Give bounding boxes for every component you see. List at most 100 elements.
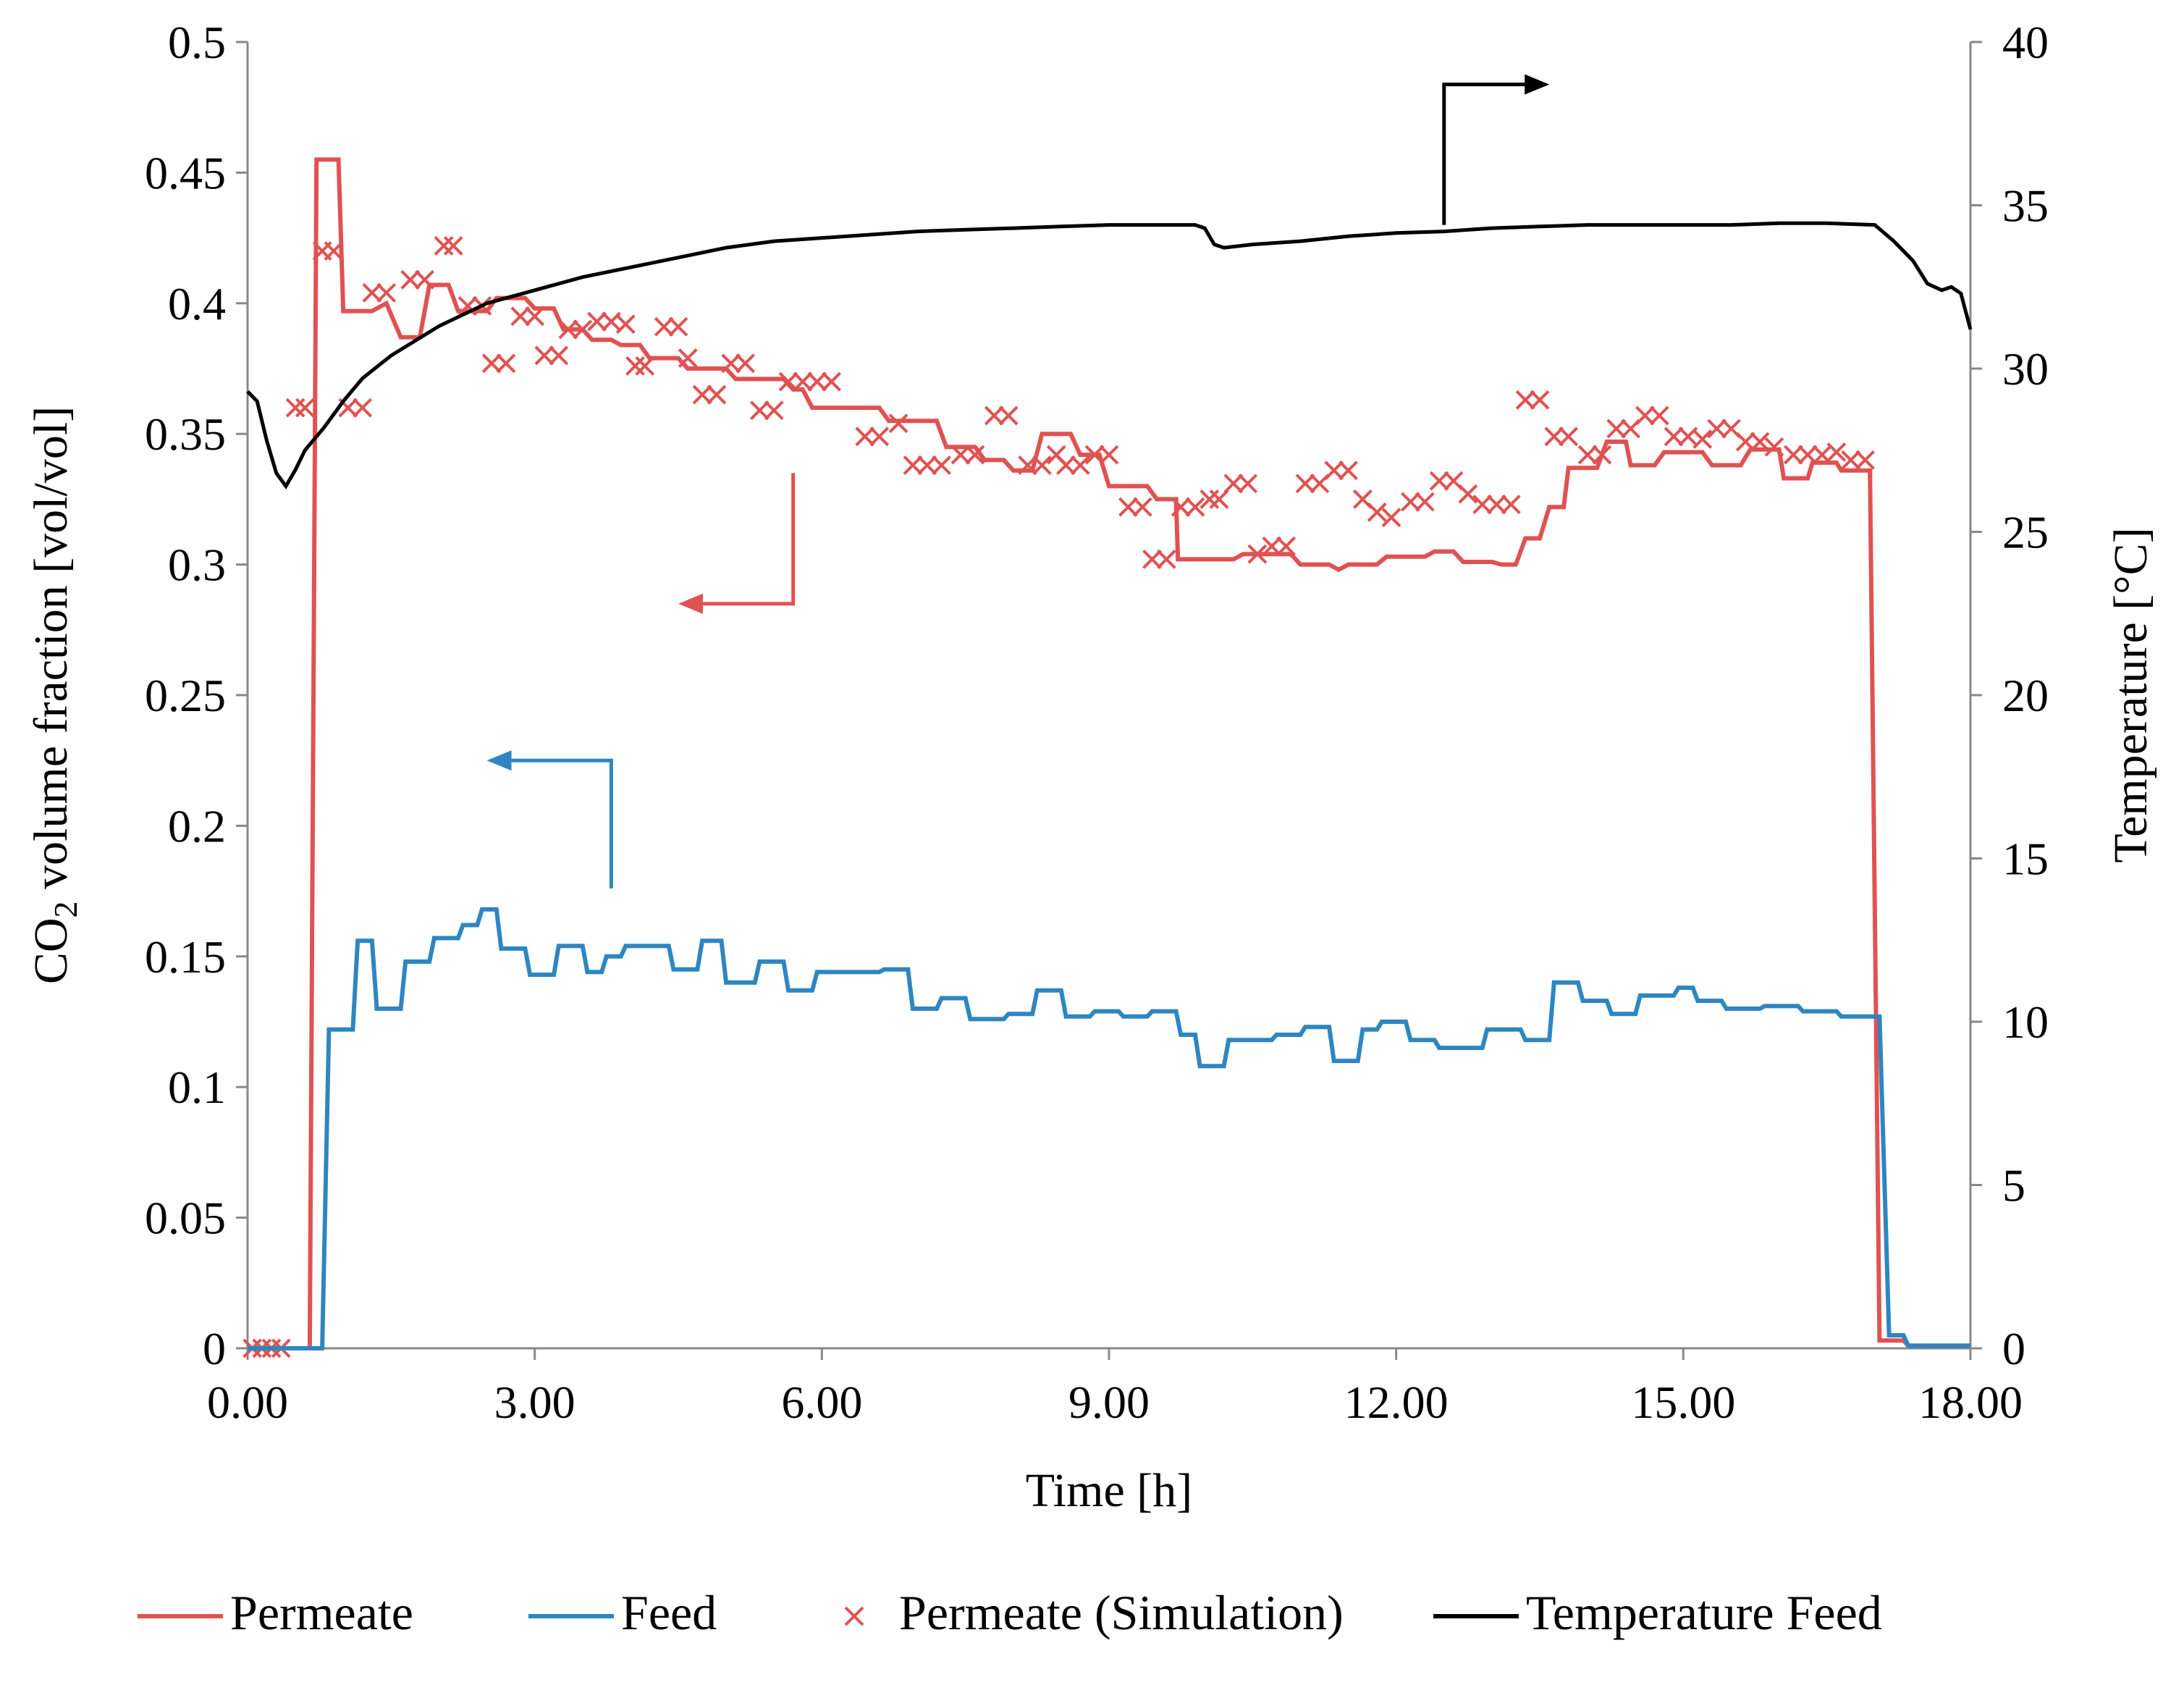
permeate-simulation-point <box>400 269 421 290</box>
right-tick-label: 20 <box>2002 670 2049 721</box>
left-axis-ticks: 0 0.05 0.1 0.15 0.2 0.25 0.3 0.35 0.4 0.45 0.5 <box>145 17 248 1374</box>
legend-label: Permeate <box>230 1585 413 1640</box>
series-temperature-feed-line <box>246 221 1973 489</box>
left-tick-label: 0.15 <box>145 931 226 983</box>
x-tick-label: 18.00 <box>1918 1377 2023 1428</box>
permeate-simulation-point <box>692 385 712 405</box>
x-axis-title: Time [h] <box>1026 1464 1192 1517</box>
permeate-simulation-point <box>353 398 373 418</box>
permeate-simulation-point <box>735 353 755 374</box>
permeate-simulation-point <box>587 311 607 332</box>
permeate-simulation-point <box>1238 474 1258 494</box>
permeate-simulation-point <box>668 316 688 337</box>
direction-arrows <box>486 74 1550 888</box>
right-tick-label: 15 <box>2002 833 2049 885</box>
permeate-simulation-point <box>510 306 531 327</box>
permeate-simulation-point <box>1118 497 1138 517</box>
left-tick-label: 0.45 <box>145 147 226 198</box>
left-tick-label: 0.25 <box>145 670 226 721</box>
right-axis-title: Temperature [°C] <box>2104 527 2157 862</box>
permeate-simulation-point <box>1401 492 1420 512</box>
left-tick-label: 0.2 <box>168 800 226 852</box>
permeate-simulation-point <box>534 345 555 366</box>
permeate-simulation-point <box>1530 390 1550 410</box>
permeate-simulation-point <box>1070 455 1090 475</box>
permeate-simulation-point <box>376 282 397 303</box>
permeate-simulation-point <box>1501 495 1521 515</box>
permeate-simulation-point <box>807 371 827 392</box>
permeate-simulation-point <box>1707 419 1727 439</box>
left-tick-label: 0 <box>203 1323 226 1374</box>
right-tick-label: 5 <box>2002 1160 2025 1211</box>
permeate-simulation-point <box>481 353 502 374</box>
left-tick-label: 0.1 <box>168 1062 226 1113</box>
permeate-simulation-point <box>654 316 674 337</box>
right-tick-label: 10 <box>2002 996 2049 1048</box>
legend: Permeate Feed Permeate (Simulation) Tempera… <box>138 1585 1882 1640</box>
permeate-simulation-point <box>1056 455 1076 475</box>
permeate-simulation-point <box>749 400 770 421</box>
permeate-simulation-point <box>295 398 315 418</box>
permeate-simulation-point <box>1142 549 1162 569</box>
permeate-simulation-point <box>1132 497 1152 517</box>
right-tick-label: 30 <box>2002 343 2049 395</box>
permeate-simulation-point <box>1458 484 1478 504</box>
permeate-axis-arrow <box>678 473 796 614</box>
permeate-simulation-point <box>443 236 463 256</box>
permeate-simulation-point <box>1855 450 1875 470</box>
series-layer <box>243 157 1973 1358</box>
right-tick-label: 35 <box>2002 180 2049 232</box>
legend-item-permeate-simulation: Permeate (Simulation) <box>844 1585 1344 1640</box>
left-tick-label: 0.4 <box>168 278 226 329</box>
x-tick-label: 6.00 <box>781 1377 862 1428</box>
permeate-simulation-point <box>998 406 1019 426</box>
permeate-simulation-point <box>1783 445 1803 465</box>
permeate-simulation-point <box>1185 497 1205 517</box>
legend-label: Temperature Feed <box>1526 1585 1882 1640</box>
permeate-simulation-point <box>1559 426 1579 447</box>
permeate-simulation-point <box>362 282 382 303</box>
permeate-simulation-point <box>903 455 923 475</box>
right-tick-label: 40 <box>2002 17 2049 68</box>
permeate-simulation-point <box>707 385 727 405</box>
x-tick-label: 12.00 <box>1344 1377 1449 1428</box>
permeate-simulation-point <box>549 345 569 366</box>
permeate-simulation-point <box>1381 508 1401 528</box>
left-tick-label: 0.05 <box>145 1193 226 1244</box>
x-tick-label: 3.00 <box>494 1377 575 1428</box>
temperature-feed-axis-arrow <box>1442 74 1550 225</box>
permeate-simulation-point <box>1515 390 1535 410</box>
legend-swatch-permeate-simulation <box>844 1606 864 1626</box>
permeate-simulation-point <box>1429 471 1449 491</box>
left-tick-label: 0.5 <box>168 17 226 68</box>
left-axis-title-base: CO <box>25 917 77 984</box>
permeate-simulation-point <box>496 353 516 374</box>
feed-axis-arrow <box>486 750 613 888</box>
permeate-simulation-point <box>1577 445 1598 465</box>
permeate-simulation-point <box>1544 426 1564 447</box>
permeate-simulation-point <box>855 426 875 447</box>
legend-item-temperature-feed: Temperature Feed <box>1433 1585 1882 1640</box>
permeate-simulation-point <box>888 413 908 434</box>
permeate-simulation-point <box>1209 489 1229 509</box>
legend-label: Permeate (Simulation) <box>899 1585 1344 1640</box>
left-tick-label: 0.35 <box>145 408 226 460</box>
right-tick-label: 0 <box>2002 1323 2025 1374</box>
right-tick-label: 25 <box>2002 507 2049 558</box>
legend-label: Feed <box>621 1585 717 1640</box>
permeate-simulation-point <box>1606 419 1627 439</box>
x-tick-label: 9.00 <box>1068 1377 1150 1428</box>
left-axis-title: CO2 volume fraction [vol/vol] <box>25 406 84 984</box>
permeate-simulation-point <box>1826 442 1847 462</box>
permeate-simulation-point <box>869 426 890 447</box>
permeate-simulation-point <box>764 400 784 421</box>
x-tick-label: 0.00 <box>207 1377 288 1428</box>
permeate-simulation-point <box>1472 495 1493 515</box>
permeate-simulation-point <box>1635 406 1655 426</box>
permeate-simulation-point <box>1338 461 1358 481</box>
permeate-simulation-point <box>917 455 937 475</box>
permeate-simulation-point <box>1367 503 1387 522</box>
permeate-simulation-point <box>1664 426 1684 447</box>
